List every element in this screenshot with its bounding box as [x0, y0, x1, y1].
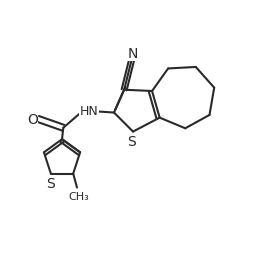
Text: HN: HN	[79, 105, 98, 118]
Text: N: N	[128, 47, 138, 61]
Text: S: S	[46, 176, 55, 190]
Text: S: S	[127, 134, 136, 148]
Text: CH₃: CH₃	[68, 191, 89, 201]
Text: O: O	[27, 113, 38, 126]
